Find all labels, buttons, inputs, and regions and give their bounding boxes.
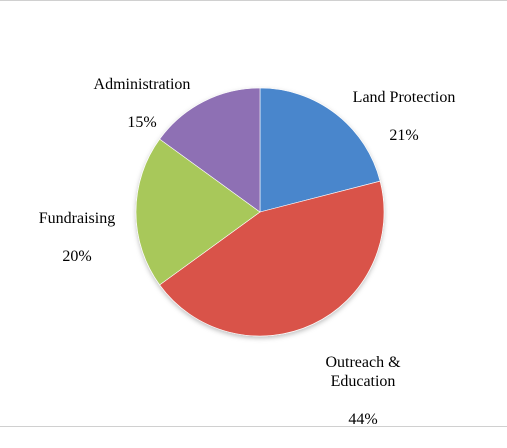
slice-label-land-protection: Land Protection 21% (334, 69, 474, 164)
slice-percent: 44% (348, 411, 378, 428)
slice-percent: 20% (62, 248, 92, 265)
slice-label-fundraising: Fundraising 20% (22, 190, 132, 285)
slice-percent: 21% (389, 127, 419, 144)
pie-slices (135, 87, 385, 337)
pie-slice-land-protection (259, 87, 381, 213)
slice-name: Fundraising (38, 210, 116, 227)
pie-slice-fundraising (135, 138, 261, 286)
slice-name: Administration (93, 76, 191, 93)
pie-chart (135, 87, 385, 337)
pie-slice-outreach-education (159, 180, 385, 337)
slice-name: Land Protection (352, 89, 456, 106)
slice-name: Outreach & Education (325, 354, 401, 390)
chart-frame: Land Protection 21% Outreach & Education… (0, 0, 507, 428)
pie-slice-administration (159, 87, 261, 213)
slice-label-administration: Administration 15% (72, 56, 212, 151)
slice-percent: 15% (127, 114, 157, 131)
slice-label-outreach-education: Outreach & Education 44% (298, 334, 428, 448)
